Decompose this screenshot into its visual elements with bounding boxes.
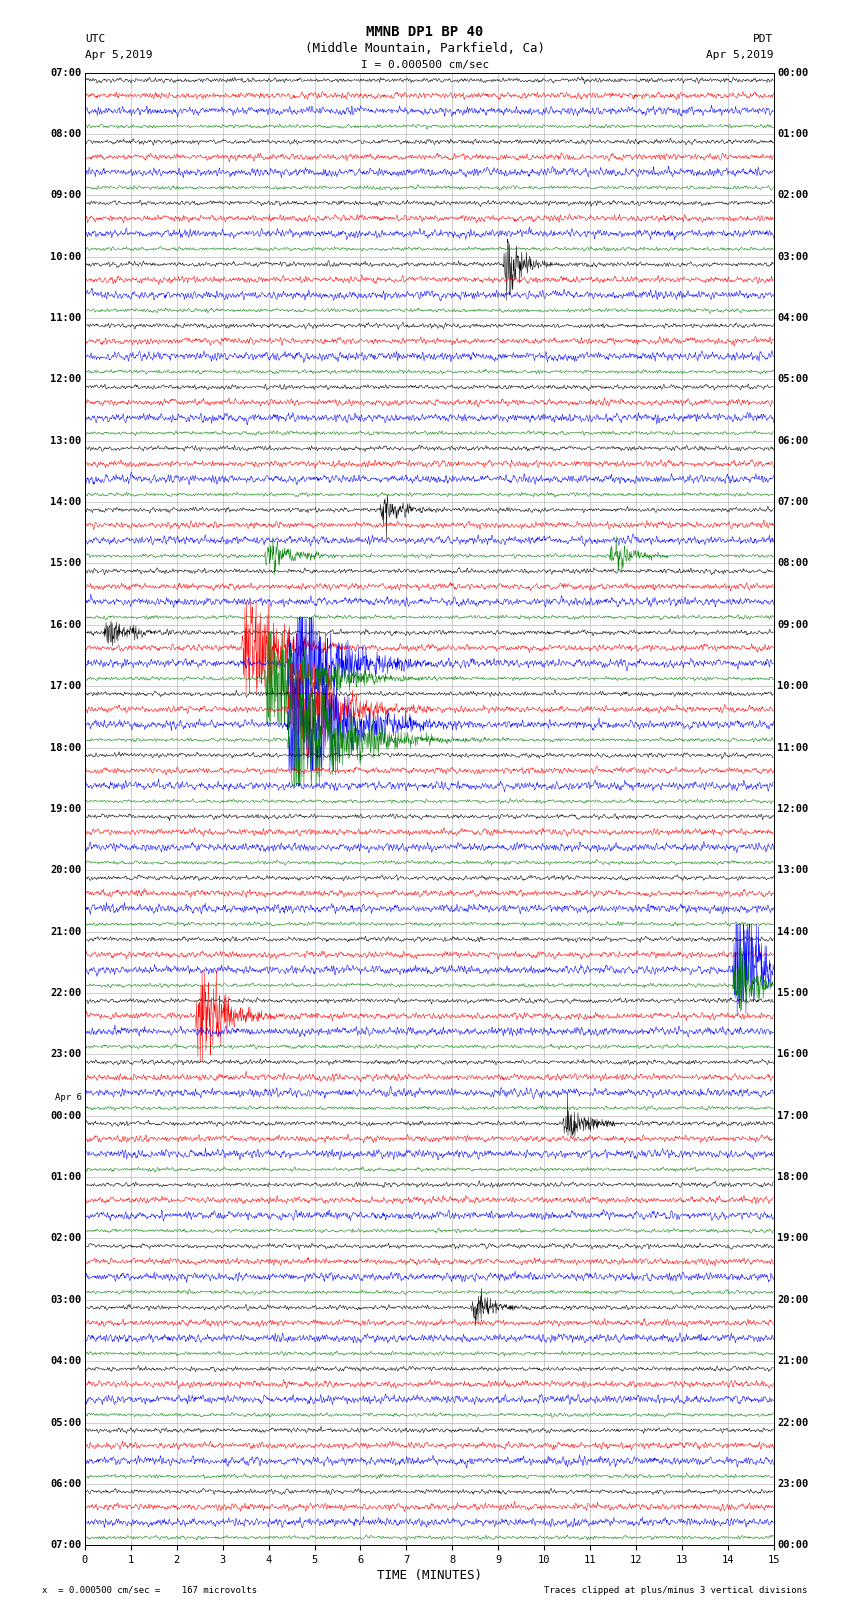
Text: 17:00: 17:00: [50, 681, 82, 692]
Text: 00:00: 00:00: [777, 1540, 808, 1550]
Text: I = 0.000500 cm/sec: I = 0.000500 cm/sec: [361, 60, 489, 69]
Text: 07:00: 07:00: [777, 497, 808, 506]
Text: 02:00: 02:00: [777, 190, 808, 200]
Text: MMNB DP1 BP 40: MMNB DP1 BP 40: [366, 26, 484, 39]
Text: 14:00: 14:00: [777, 926, 808, 937]
Text: 11:00: 11:00: [777, 742, 808, 753]
Text: 03:00: 03:00: [50, 1295, 82, 1305]
Text: 23:00: 23:00: [50, 1050, 82, 1060]
Text: 11:00: 11:00: [50, 313, 82, 323]
Text: 22:00: 22:00: [777, 1418, 808, 1428]
Text: 20:00: 20:00: [50, 865, 82, 876]
Text: 16:00: 16:00: [50, 619, 82, 629]
Text: 19:00: 19:00: [777, 1234, 808, 1244]
Text: 00:00: 00:00: [777, 68, 808, 77]
Text: 07:00: 07:00: [50, 1540, 82, 1550]
Text: 15:00: 15:00: [50, 558, 82, 568]
Text: 21:00: 21:00: [50, 926, 82, 937]
Text: 08:00: 08:00: [777, 558, 808, 568]
Text: 18:00: 18:00: [777, 1173, 808, 1182]
Text: 12:00: 12:00: [50, 374, 82, 384]
Text: 00:00: 00:00: [50, 1111, 82, 1121]
Text: 18:00: 18:00: [50, 742, 82, 753]
Text: 02:00: 02:00: [50, 1234, 82, 1244]
Text: 06:00: 06:00: [50, 1479, 82, 1489]
Text: 05:00: 05:00: [50, 1418, 82, 1428]
Text: 17:00: 17:00: [777, 1111, 808, 1121]
Text: UTC: UTC: [85, 34, 105, 44]
Text: (Middle Mountain, Parkfield, Ca): (Middle Mountain, Parkfield, Ca): [305, 42, 545, 55]
Text: 23:00: 23:00: [777, 1479, 808, 1489]
Text: 14:00: 14:00: [50, 497, 82, 506]
Text: 12:00: 12:00: [777, 803, 808, 815]
Text: 01:00: 01:00: [50, 1173, 82, 1182]
Text: 03:00: 03:00: [777, 252, 808, 261]
X-axis label: TIME (MINUTES): TIME (MINUTES): [377, 1569, 482, 1582]
Text: 19:00: 19:00: [50, 803, 82, 815]
Text: 07:00: 07:00: [50, 68, 82, 77]
Text: 21:00: 21:00: [777, 1357, 808, 1366]
Text: 22:00: 22:00: [50, 989, 82, 998]
Text: 10:00: 10:00: [50, 252, 82, 261]
Text: 06:00: 06:00: [777, 436, 808, 445]
Text: Traces clipped at plus/minus 3 vertical divisions: Traces clipped at plus/minus 3 vertical …: [544, 1586, 808, 1595]
Text: 08:00: 08:00: [50, 129, 82, 139]
Text: 01:00: 01:00: [777, 129, 808, 139]
Text: 15:00: 15:00: [777, 989, 808, 998]
Text: 16:00: 16:00: [777, 1050, 808, 1060]
Text: 20:00: 20:00: [777, 1295, 808, 1305]
Text: Apr 6: Apr 6: [54, 1094, 82, 1102]
Text: 09:00: 09:00: [50, 190, 82, 200]
Text: Apr 5,2019: Apr 5,2019: [706, 50, 774, 60]
Text: PDT: PDT: [753, 34, 774, 44]
Text: 13:00: 13:00: [777, 865, 808, 876]
Text: 09:00: 09:00: [777, 619, 808, 629]
Text: 04:00: 04:00: [777, 313, 808, 323]
Text: 10:00: 10:00: [777, 681, 808, 692]
Text: x  = 0.000500 cm/sec =    167 microvolts: x = 0.000500 cm/sec = 167 microvolts: [42, 1586, 258, 1595]
Text: 05:00: 05:00: [777, 374, 808, 384]
Text: Apr 5,2019: Apr 5,2019: [85, 50, 152, 60]
Text: 13:00: 13:00: [50, 436, 82, 445]
Text: 04:00: 04:00: [50, 1357, 82, 1366]
